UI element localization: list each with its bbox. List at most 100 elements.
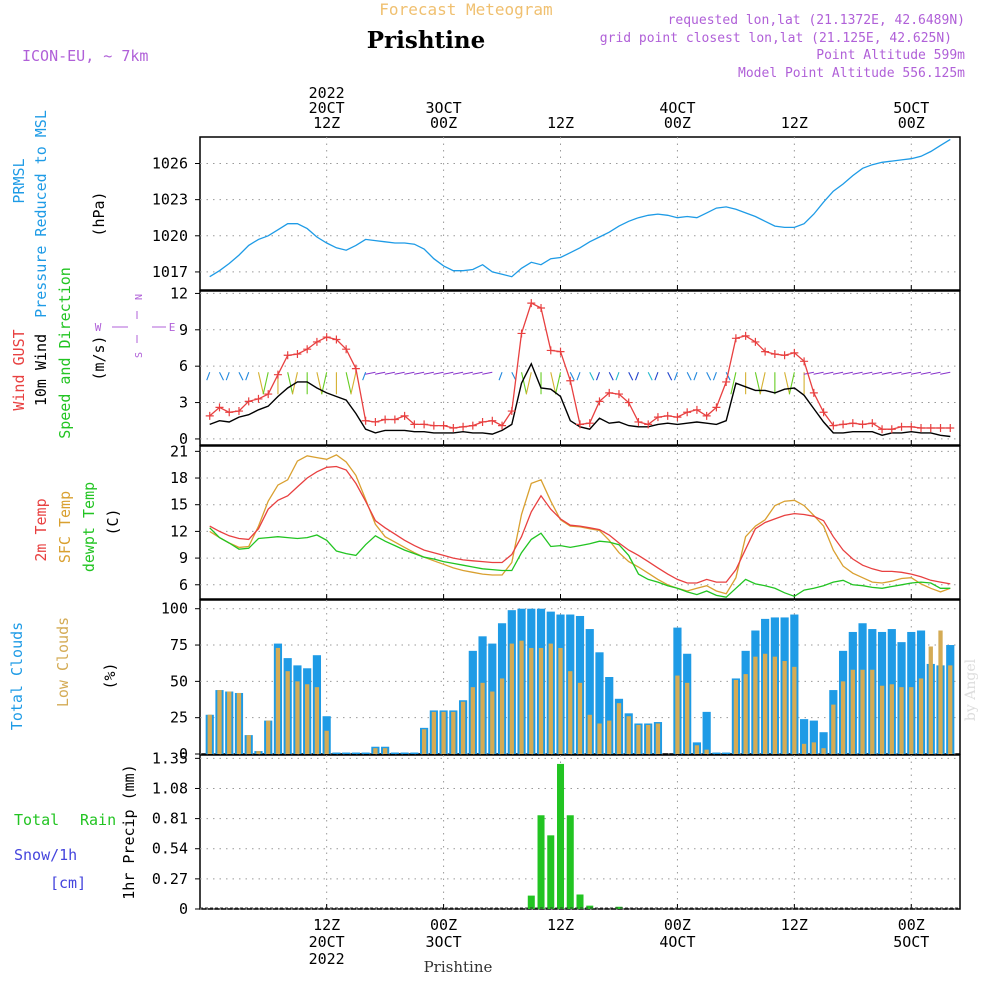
wind-arrow — [206, 372, 211, 381]
wind-arrow — [647, 371, 653, 381]
wind-arrow — [842, 371, 853, 375]
low-cloud-bar — [490, 691, 495, 754]
gust-marker — [731, 334, 740, 343]
wind-arrow — [673, 372, 678, 381]
y-tick-label: 0.27 — [152, 870, 188, 888]
wind-arrow — [433, 371, 444, 375]
total-clouds-label: Total Clouds — [8, 622, 26, 730]
low-cloud-bar — [480, 682, 485, 754]
gust-marker — [644, 420, 653, 429]
low-cloud-bar — [217, 690, 222, 754]
wind-arrow — [452, 371, 464, 375]
gust-marker — [254, 394, 263, 403]
wind-arrow — [823, 371, 834, 375]
sfc-temp-line — [209, 454, 951, 595]
wind-arrow — [693, 372, 698, 381]
low-cloud-bar — [909, 687, 914, 754]
gust-marker — [653, 413, 662, 422]
gust-marker — [917, 424, 926, 433]
gust-marker — [234, 407, 243, 416]
low-cloud-bar — [831, 704, 836, 754]
bottom-time-label: 3OCT — [426, 933, 462, 951]
wind-arrow — [628, 371, 634, 381]
compass-north: N — [134, 294, 145, 300]
wind-arrow — [730, 372, 737, 395]
low-cloud-bar — [538, 647, 544, 754]
gust-marker — [751, 337, 760, 346]
rain-bar — [586, 905, 594, 909]
gust-marker — [264, 390, 273, 399]
top-time-label: 5OCT — [893, 99, 929, 117]
gust-marker — [312, 337, 321, 346]
low-clouds-label: Low Clouds — [54, 617, 72, 707]
gust-marker — [439, 421, 448, 430]
total-cloud-bar — [702, 711, 711, 754]
y-tick-label: 1.08 — [152, 779, 188, 797]
gust-marker — [429, 421, 438, 430]
footer-location: Prishtine — [424, 958, 493, 976]
panel-frame — [199, 445, 961, 600]
low-cloud-bar — [499, 678, 505, 754]
rain-bar — [576, 894, 584, 909]
requested-coords: requested lon,lat (21.1372E, 42.6489N) — [668, 13, 965, 28]
gust-marker — [332, 335, 341, 344]
low-cloud-bar — [646, 724, 651, 754]
total-cloud-bar — [342, 752, 351, 754]
wind-arrow — [423, 371, 434, 375]
speed-direction-label: Speed and Direction — [56, 267, 74, 439]
low-cloud-bar — [568, 671, 573, 754]
low-cloud-bar — [373, 748, 378, 754]
gust-marker — [839, 420, 848, 429]
wind-arrow — [375, 371, 386, 375]
wind-arrow — [287, 372, 294, 395]
wind-arrow — [589, 371, 595, 381]
gust-marker — [722, 377, 731, 386]
prmsl-label: PRMSL — [10, 158, 28, 203]
y-tick-label: 75 — [170, 636, 188, 654]
total-cloud-bar — [800, 719, 809, 754]
gust-marker — [215, 403, 224, 412]
y-tick-label: 18 — [170, 469, 188, 487]
gust-marker — [322, 333, 331, 342]
total-cloud-bar — [595, 652, 604, 754]
wind-arrow — [788, 372, 795, 395]
wind-arrow — [482, 371, 493, 375]
gust-marker — [576, 420, 584, 429]
temp-2m-label: 2m Temp — [32, 498, 50, 561]
gust-marker — [712, 403, 721, 412]
low-cloud-bar — [314, 687, 320, 754]
gust-marker — [390, 415, 399, 424]
low-cloud-bar — [704, 749, 709, 754]
gust-marker — [868, 419, 877, 428]
low-cloud-bar — [948, 665, 953, 754]
wind-arrow — [384, 371, 395, 375]
wind-arrow — [634, 372, 639, 381]
bottom-time-label: 12Z — [781, 916, 808, 934]
wind-arrow — [832, 371, 844, 375]
y-tick-label: 6 — [179, 576, 188, 594]
gust-marker — [829, 421, 838, 430]
gridpoint-coords: grid point closest lon,lat (21.125E, 42.… — [600, 31, 952, 46]
gust-marker — [205, 411, 214, 420]
low-cloud-bar — [928, 646, 933, 754]
low-cloud-bar — [236, 692, 242, 754]
total-cloud-bar — [400, 752, 409, 754]
gust-marker — [780, 351, 789, 360]
top-time-label: 2022 — [309, 84, 345, 102]
gust-marker — [907, 422, 916, 431]
gust-marker — [848, 419, 857, 428]
low-cloud-bar — [938, 630, 943, 754]
low-cloud-bar — [441, 711, 446, 754]
y-tick-label: 9 — [179, 321, 188, 339]
low-cloud-bar — [626, 716, 631, 754]
gust-marker — [342, 345, 351, 354]
rain-label: Rain — [80, 811, 116, 829]
low-cloud-bar — [577, 682, 583, 754]
gust-marker — [946, 424, 955, 433]
gust-marker — [770, 350, 779, 359]
wind-arrow — [521, 372, 528, 395]
gust-marker — [566, 376, 575, 385]
gust-marker — [761, 347, 770, 356]
y-tick-label: 0 — [179, 745, 188, 763]
